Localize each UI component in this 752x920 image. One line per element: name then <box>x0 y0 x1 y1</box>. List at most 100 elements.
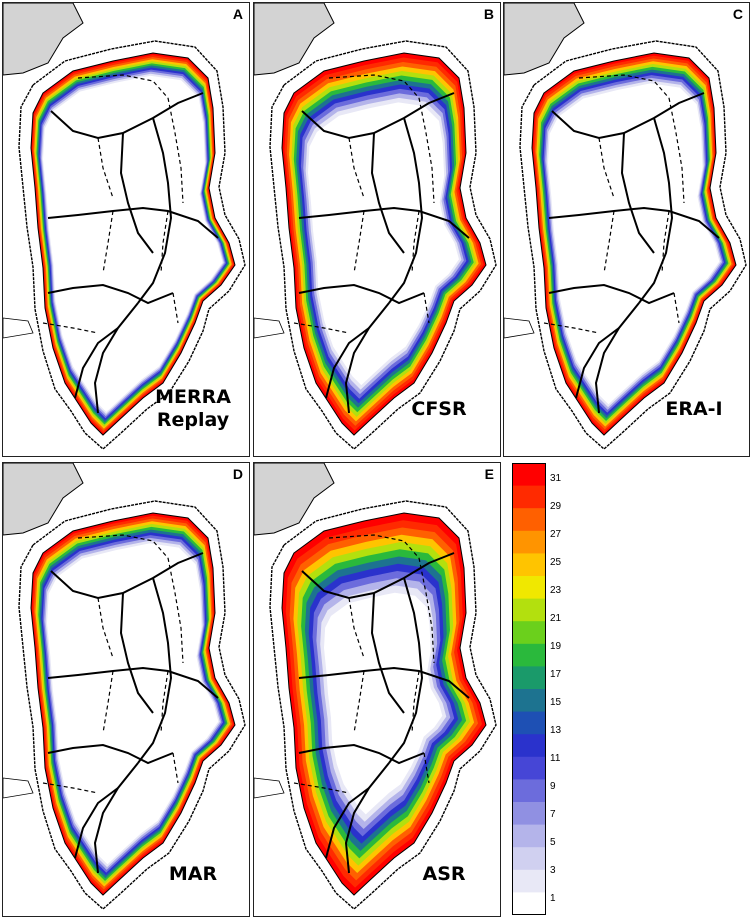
drainage-boundary <box>418 97 435 204</box>
ice-divide <box>620 132 655 254</box>
panel-letter: D <box>232 466 243 482</box>
colorbar-swatch <box>512 869 546 893</box>
ice-divide <box>344 302 390 414</box>
melt-band <box>47 543 219 865</box>
colorbar-tick-label: 19 <box>550 641 562 652</box>
colorbar-tick-label: 27 <box>550 529 562 540</box>
ice-divide <box>370 592 405 714</box>
dataset-label: MERRA Replay <box>143 386 243 432</box>
colorbar-swatch <box>512 802 546 826</box>
ice-divide <box>548 283 675 305</box>
drainage-boundary <box>77 534 169 559</box>
dataset-label-line: ERA-I <box>665 398 723 420</box>
ice-divide <box>298 283 425 305</box>
colorbar-tick-label: 9 <box>550 781 556 792</box>
ice-divide <box>638 117 674 304</box>
land-area <box>254 463 335 536</box>
land-area <box>254 3 335 76</box>
drainage-boundary <box>293 782 350 794</box>
panel-letter: B <box>483 6 494 22</box>
colorbar-tick-label: 23 <box>550 585 562 596</box>
drainage-boundary <box>353 210 365 274</box>
ice-divide <box>137 577 173 764</box>
panel-e: E ASR <box>253 462 501 917</box>
ice-edge <box>30 512 236 896</box>
ice-edge <box>531 52 737 436</box>
colorbar-tick-label: 29 <box>550 501 562 512</box>
drainage-boundary <box>348 597 365 659</box>
drainage-boundary <box>411 210 420 274</box>
colorbar-swatch <box>512 779 546 803</box>
panel-letter: C <box>732 6 743 22</box>
greenland-map <box>504 3 747 450</box>
colorbar-swatch <box>512 824 546 848</box>
dataset-label: ASR <box>394 863 494 886</box>
dataset-label: MAR <box>143 863 243 886</box>
colorbar-swatch <box>512 598 546 622</box>
dataset-label-line: MAR <box>168 863 218 885</box>
land-area <box>254 317 285 339</box>
panel-c: C ERA-I <box>503 2 750 457</box>
drainage-boundary <box>102 210 114 274</box>
drainage-boundary <box>172 752 179 784</box>
dataset-label-line: CFSR <box>411 398 467 420</box>
colorbar-swatch <box>512 643 546 667</box>
drainage-boundary <box>160 210 169 274</box>
ice-divide <box>575 327 620 399</box>
melt-band <box>548 83 720 405</box>
colorbar-swatch <box>512 530 546 554</box>
drainage-boundary <box>42 782 99 794</box>
colorbar-tick-label: 11 <box>550 753 561 764</box>
colorbar-tick-label: 31 <box>550 473 562 484</box>
ice-divide <box>93 762 139 874</box>
dataset-label-line: ASR <box>422 863 466 885</box>
drainage-boundary <box>603 210 615 274</box>
land-area <box>3 3 84 76</box>
ice-divide <box>137 117 173 304</box>
ice-divide <box>47 666 219 699</box>
ice-divide <box>74 787 119 859</box>
drainage-boundary <box>328 74 420 99</box>
panel-letter: E <box>484 466 494 482</box>
ice-divide <box>47 743 174 765</box>
panel-a: A MERRA Replay <box>2 2 250 457</box>
dataset-label: CFSR <box>389 398 489 421</box>
drainage-boundary <box>418 557 435 664</box>
ice-divide <box>47 206 219 239</box>
colorbar-swatch <box>512 553 546 577</box>
ice-divide <box>93 302 139 414</box>
ice-divide <box>298 666 470 699</box>
colorbar-swatch <box>512 756 546 780</box>
drainage-boundary <box>578 74 670 99</box>
drainage-boundary <box>97 597 114 659</box>
drainage-boundary <box>167 557 184 664</box>
ice-divide <box>370 132 405 254</box>
colorbar <box>512 463 546 915</box>
greenland-map <box>3 463 246 910</box>
drainage-boundary <box>668 97 685 204</box>
colorbar-swatch <box>512 892 546 915</box>
ice-divide <box>388 117 424 304</box>
drainage-boundary <box>167 97 184 204</box>
colorbar-tick-label: 17 <box>550 669 562 680</box>
drainage-boundary <box>42 322 99 334</box>
panel-b: B CFSR <box>253 2 501 457</box>
ice-divide <box>74 327 119 399</box>
land-area <box>3 317 34 339</box>
ice-divide <box>388 577 424 764</box>
land-area <box>504 3 585 76</box>
land-area <box>3 777 34 799</box>
colorbar-swatch <box>512 463 546 487</box>
panel-d: D MAR <box>2 462 250 917</box>
drainage-boundary <box>411 670 420 734</box>
drainage-boundary <box>293 322 350 334</box>
drainage-boundary <box>353 670 365 734</box>
greenland-map <box>254 463 497 910</box>
ice-divide <box>298 743 425 765</box>
drainage-boundary <box>328 534 420 559</box>
colorbar-swatch <box>512 508 546 532</box>
drainage-boundary <box>423 752 430 784</box>
melt-band <box>43 75 223 412</box>
ice-edge <box>281 512 487 896</box>
drainage-boundary <box>673 292 680 324</box>
